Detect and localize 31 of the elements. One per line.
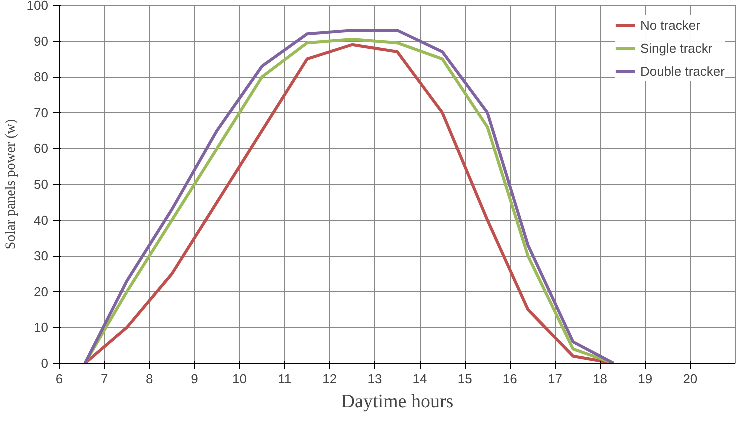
x-tick-label: 16 bbox=[502, 372, 518, 386]
x-tick-label: 8 bbox=[146, 372, 154, 386]
y-axis-title: Solar panels power (w) bbox=[4, 119, 19, 250]
x-tick-label: 19 bbox=[638, 372, 653, 386]
y-tick-label: 90 bbox=[34, 34, 49, 49]
x-tick-label: 6 bbox=[56, 372, 64, 386]
x-tick-label: 10 bbox=[232, 372, 248, 386]
y-tick-label: 30 bbox=[34, 248, 49, 264]
x-tick-label: 12 bbox=[322, 372, 338, 386]
x-tick-label: 13 bbox=[368, 372, 382, 386]
x-tick-label: 15 bbox=[458, 372, 472, 386]
y-tick-label: 80 bbox=[34, 70, 49, 85]
x-tick-label: 11 bbox=[278, 372, 292, 386]
x-tick-label: 14 bbox=[412, 372, 428, 386]
y-tick-label: 100 bbox=[26, 0, 49, 13]
x-tick-label: 9 bbox=[191, 372, 198, 386]
y-tick-label: 50 bbox=[34, 177, 49, 192]
x-tick-label: 20 bbox=[683, 372, 698, 386]
x-tick-label: 7 bbox=[100, 372, 108, 386]
y-tick-label: 0 bbox=[41, 356, 49, 371]
y-tick-label: 40 bbox=[34, 212, 49, 228]
legend-label: Double tracker bbox=[640, 64, 725, 78]
legend-label: No tracker bbox=[640, 18, 700, 32]
y-tick-label: 70 bbox=[34, 105, 49, 120]
y-tick-label: 10 bbox=[34, 320, 49, 336]
y-tick-label: 20 bbox=[34, 284, 49, 300]
x-tick-label: 17 bbox=[548, 372, 562, 386]
x-axis-title: Daytime hours bbox=[341, 392, 454, 412]
legend-label: Single trackr bbox=[640, 40, 713, 56]
y-tick-label: 60 bbox=[34, 141, 49, 156]
x-tick-label: 18 bbox=[593, 372, 608, 386]
